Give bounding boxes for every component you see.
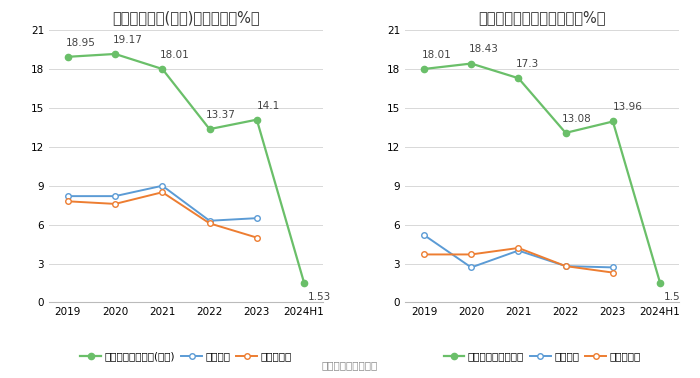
公司净资产收益率(加权) [300,280,308,285]
行业均值 [609,265,617,270]
行业均值 [561,264,570,268]
公司净资产收益率(加权) [158,67,167,71]
Line: 行业中位数: 行业中位数 [65,189,260,240]
行业均值 [111,194,119,198]
行业均值 [514,248,523,253]
Text: 13.96: 13.96 [613,102,643,112]
公司净资产收益率(加权) [205,127,214,132]
行业中位数 [609,270,617,275]
公司投入资本回报率 [514,76,523,81]
公司投入资本回报率 [561,131,570,135]
行业中位数 [467,252,475,257]
Line: 行业均值: 行业均值 [421,232,616,270]
公司投入资本回报率 [420,67,428,71]
行业中位数 [64,199,72,204]
Line: 行业中位数: 行业中位数 [421,245,616,275]
行业中位数 [158,190,167,195]
行业均值 [158,183,167,188]
Title: 投入资本回报率历年情况（%）: 投入资本回报率历年情况（%） [478,10,606,25]
公司净资产收益率(加权) [64,54,72,59]
Text: 数据来源：恒生聚源: 数据来源：恒生聚源 [322,361,378,370]
公司投入资本回报率 [467,61,475,66]
Line: 公司净资产收益率(加权): 公司净资产收益率(加权) [65,51,307,286]
Text: 1.53: 1.53 [308,292,331,302]
行业中位数 [514,246,523,250]
公司投入资本回报率 [609,119,617,124]
行业均值 [420,233,428,237]
Text: 18.01: 18.01 [160,50,190,60]
Text: 14.1: 14.1 [257,101,280,111]
Line: 行业均值: 行业均值 [65,183,260,223]
行业中位数 [111,201,119,206]
行业均值 [205,218,214,223]
行业中位数 [253,235,261,240]
行业均值 [467,265,475,270]
行业均值 [64,194,72,198]
Text: 18.95: 18.95 [66,38,95,48]
Text: 13.37: 13.37 [206,110,236,120]
Text: 1.5: 1.5 [664,293,680,302]
Text: 18.43: 18.43 [469,45,498,54]
公司净资产收益率(加权) [111,52,119,56]
行业均值 [253,216,261,220]
公司投入资本回报率 [656,281,664,285]
Text: 18.01: 18.01 [421,50,452,60]
行业中位数 [205,221,214,226]
公司净资产收益率(加权) [253,118,261,122]
Text: 19.17: 19.17 [113,35,143,45]
Legend: 公司投入资本回报率, 行业均值, 行业中位数: 公司投入资本回报率, 行业均值, 行业中位数 [444,351,640,361]
Text: 17.3: 17.3 [516,59,539,69]
行业中位数 [561,264,570,268]
Line: 公司投入资本回报率: 公司投入资本回报率 [421,60,663,286]
Title: 净资产收益率(加权)历年情况（%）: 净资产收益率(加权)历年情况（%） [112,10,260,25]
Text: 13.08: 13.08 [562,114,592,124]
Legend: 公司净资产收益率(加权), 行业均值, 行业中位数: 公司净资产收益率(加权), 行业均值, 行业中位数 [80,351,291,361]
行业中位数 [420,252,428,257]
